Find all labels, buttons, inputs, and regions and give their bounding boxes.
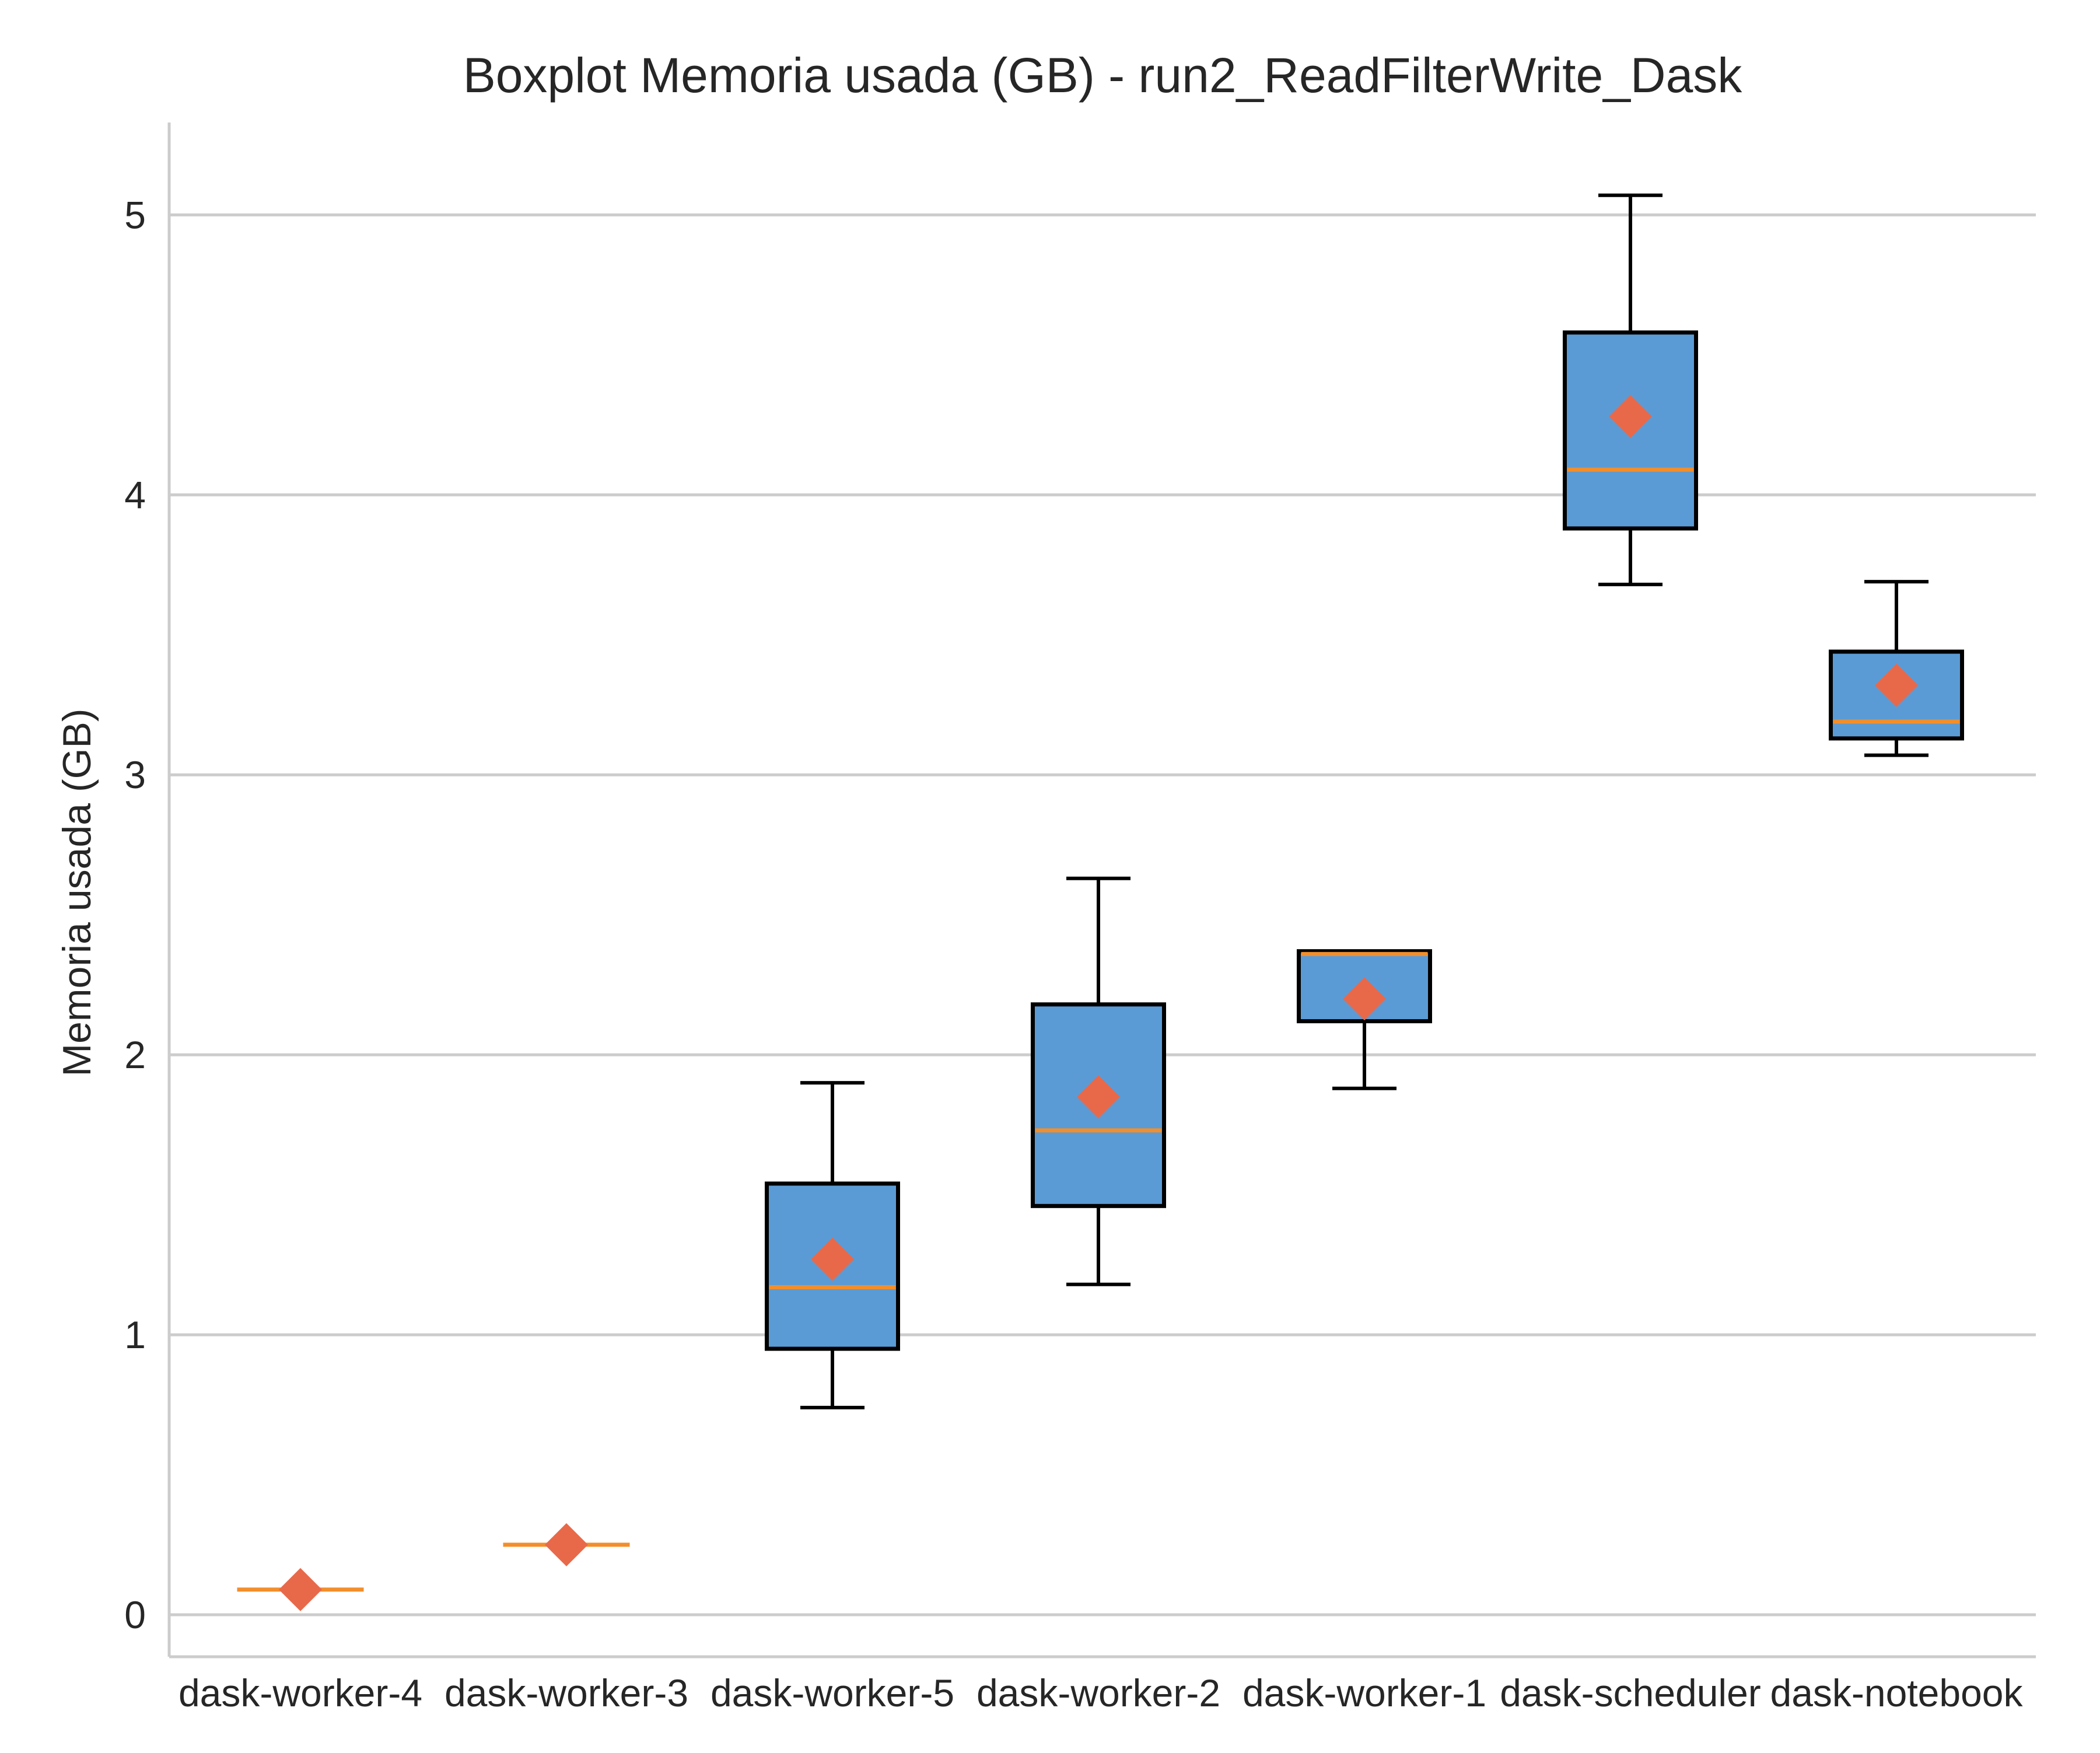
box-group <box>1829 580 1964 757</box>
x-tick-label: dask-worker-5 <box>710 1671 954 1714</box>
mean-marker <box>1875 663 1918 707</box>
mean-marker <box>1609 394 1652 438</box>
x-tick-label: dask-worker-1 <box>1242 1671 1486 1714</box>
gridlines <box>169 213 2036 1616</box>
y-tick-label: 3 <box>124 753 146 796</box>
box-group <box>237 1567 364 1611</box>
y-tick-label: 1 <box>124 1313 146 1356</box>
chart-title: Boxplot Memoria usada (GB) - run2_ReadFi… <box>463 48 1743 103</box>
box-group <box>1031 876 1166 1286</box>
mean-marker <box>545 1523 588 1567</box>
mean-marker <box>1077 1075 1120 1119</box>
x-tick-label: dask-worker-3 <box>444 1671 688 1714</box>
boxes <box>237 193 1964 1611</box>
y-tick-label: 5 <box>124 193 146 236</box>
box-group <box>1563 193 1698 586</box>
axes <box>167 123 2036 1658</box>
y-tick-label: 0 <box>124 1593 146 1636</box>
y-tick-labels: 0 1 2 3 4 5 <box>124 193 146 1636</box>
box-group <box>1297 949 1432 1090</box>
y-axis-label: Memoria usada (GB) <box>55 708 99 1076</box>
y-tick-label: 2 <box>124 1033 146 1076</box>
mean-marker <box>1343 977 1386 1021</box>
x-tick-label: dask-worker-4 <box>178 1671 422 1714</box>
y-tick-label: 4 <box>124 473 146 516</box>
x-tick-label: dask-worker-2 <box>977 1671 1220 1714</box>
x-tick-label: dask-scheduler <box>1500 1671 1761 1714</box>
x-tick-labels: dask-worker-4 dask-worker-3 dask-worker-5 d… <box>178 1671 2024 1714</box>
mean-marker <box>279 1567 322 1611</box>
x-tick-label: dask-notebook <box>1770 1671 2024 1714</box>
box-group <box>765 1081 900 1409</box>
box-group <box>503 1523 630 1567</box>
mean-marker <box>811 1237 854 1281</box>
